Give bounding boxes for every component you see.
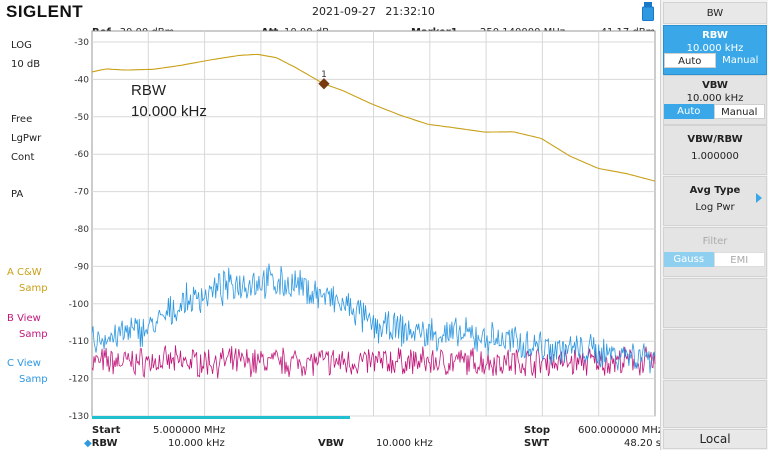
trace-c-info[interactable]: C View: [7, 358, 41, 369]
y-tick-label: -130: [69, 412, 90, 422]
y-tick-label: -50: [74, 113, 89, 123]
trace-c-letter: C: [7, 358, 14, 369]
swt-value[interactable]: 48.20 s: [624, 438, 662, 449]
trace-c-name: View: [17, 358, 41, 369]
stop-label: Stop: [524, 425, 551, 436]
trace-layer: [91, 53, 656, 379]
rbw-manual-option[interactable]: Manual: [715, 53, 765, 68]
vbw-footer-value[interactable]: 10.000 kHz: [376, 438, 433, 449]
avg-type-value: Log Pwr: [695, 202, 735, 213]
annotation-rbw-value: 10.000 kHz: [131, 103, 207, 120]
diamond-icon: ◆: [84, 438, 92, 449]
sweep-mode: Cont: [11, 152, 35, 163]
y-tick-label: -90: [74, 262, 89, 272]
filter-toggle: Gauss EMI: [664, 252, 765, 267]
scale-type: LOG: [11, 40, 32, 51]
y-tick-label: -80: [74, 225, 89, 235]
vbw-footer-label: VBW: [318, 438, 344, 449]
stop-frequency[interactable]: 600.000000 MHz: [578, 425, 664, 436]
y-tick-label: -120: [69, 375, 90, 385]
start-frequency[interactable]: 5.000000 MHz: [153, 425, 226, 436]
top-bar: SIGLENT 2021-09-27 21:32:10: [0, 0, 660, 24]
y-tick-label: -30: [74, 38, 89, 48]
filter-emi-option: EMI: [713, 252, 765, 267]
filter-label: Filter: [702, 236, 728, 247]
filter-gauss-option: Gauss: [664, 252, 714, 267]
rbw-softkey-label: RBW: [702, 30, 728, 41]
y-tick-label: -100: [69, 300, 90, 310]
vbw-softkey-value: 10.000 kHz: [686, 93, 744, 104]
rbw-auto-option[interactable]: Auto: [664, 53, 716, 68]
annotation-rbw-label: RBW: [131, 82, 167, 99]
brand-logo: SIGLENT: [6, 2, 84, 21]
start-label: Start: [92, 425, 121, 436]
spectrum-display: -30 -40 -50 -60 -70 -80 -90 -100 -110 -120 -130 RB…: [0, 0, 660, 450]
empty-softkey-2[interactable]: [663, 329, 767, 379]
scale-div: 10 dB: [11, 59, 41, 70]
trigger-mode: Free: [11, 114, 33, 125]
vbw-rbw-ratio-softkey[interactable]: VBW/RBW 1.000000: [663, 125, 767, 175]
submenu-arrow-icon: [756, 193, 762, 203]
rbw-footer-label: ◆RBW: [84, 438, 118, 449]
softkey-panel: BW RBW 10.000 kHz Auto Manual VBW 10.000…: [660, 0, 768, 450]
y-axis-ticks: -30 -40 -50 -60 -70 -80 -90 -100 -110 -120 -130: [69, 38, 90, 422]
vbw-manual-option[interactable]: Manual: [713, 104, 765, 119]
avg-type-softkey[interactable]: Avg Type Log Pwr: [663, 176, 767, 226]
trace-a-info[interactable]: A C&W: [7, 267, 42, 278]
avg-type-label: Avg Type: [689, 185, 741, 196]
preamp-status: PA: [11, 189, 24, 200]
date-time: 2021-09-27 21:32:10: [312, 5, 435, 18]
trace-b: [91, 345, 656, 379]
vbw-softkey-label: VBW: [702, 80, 728, 91]
rbw-mode-toggle[interactable]: Auto Manual: [664, 53, 765, 68]
ratio-value: 1.000000: [691, 151, 739, 162]
rbw-footer-value[interactable]: 10.000 kHz: [168, 438, 225, 449]
empty-softkey-1[interactable]: [663, 278, 767, 328]
swt-label: SWT: [524, 438, 550, 449]
y-tick-label: -40: [74, 75, 89, 85]
rbw-softkey-value: 10.000 kHz: [686, 43, 744, 54]
average-type: LgPwr: [11, 133, 42, 144]
empty-softkey-3[interactable]: [663, 380, 767, 428]
sweep-progress-bar: [92, 416, 350, 419]
trace-b-letter: B: [7, 313, 14, 324]
trace-a: [91, 53, 656, 182]
trace-b-name: View: [17, 313, 41, 324]
local-button[interactable]: Local: [663, 429, 767, 449]
y-tick-label: -110: [69, 337, 90, 347]
trace-a-letter: A: [7, 267, 14, 278]
ratio-label: VBW/RBW: [687, 134, 743, 145]
trace-a-detector: Samp: [19, 283, 48, 294]
trace-b-info[interactable]: B View: [7, 313, 41, 324]
y-tick-label: -60: [74, 150, 89, 160]
trace-b-detector: Samp: [19, 329, 48, 340]
marker-1-number: 1: [321, 70, 327, 80]
trace-c-detector: Samp: [19, 374, 48, 385]
trace-a-name: C&W: [17, 267, 42, 278]
vbw-mode-toggle[interactable]: Auto Manual: [664, 104, 765, 119]
usb-icon: [642, 2, 654, 21]
vbw-auto-option[interactable]: Auto: [664, 104, 714, 119]
y-tick-label: -70: [74, 188, 89, 198]
trace-c: [91, 263, 656, 374]
menu-title: BW: [663, 2, 767, 24]
spectrum-plot[interactable]: -30 -40 -50 -60 -70 -80 -90 -100 -110 -120 -130 RB…: [0, 0, 660, 450]
